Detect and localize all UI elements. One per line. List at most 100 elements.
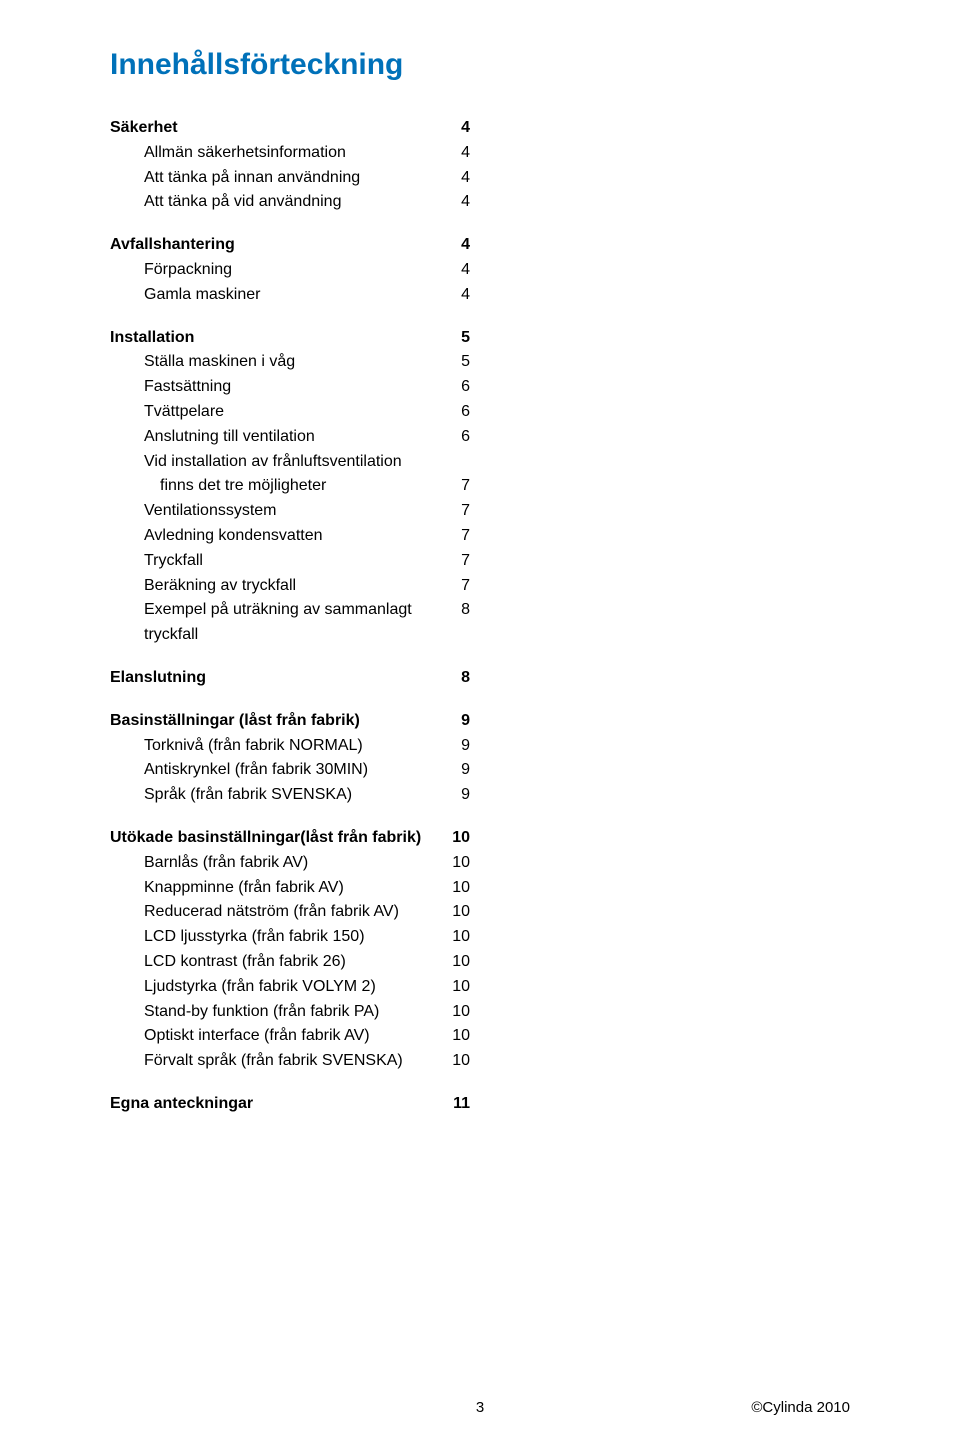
- toc-item: Anslutning till ventilation6: [110, 425, 470, 450]
- toc-item-page: 5: [446, 350, 470, 375]
- toc-item-label: Fastsättning: [110, 375, 446, 400]
- toc-item: LCD ljusstyrka (från fabrik 150)10: [110, 925, 470, 950]
- toc-item: Fastsättning6: [110, 375, 470, 400]
- toc-item: Tvättpelare6: [110, 400, 470, 425]
- toc-items: Torknivå (från fabrik NORMAL)9 Antiskryn…: [110, 734, 470, 808]
- toc-item-label: Ventilationssystem: [110, 499, 446, 524]
- toc-item-page: 10: [446, 1024, 470, 1049]
- toc-item: Språk (från fabrik SVENSKA)9: [110, 783, 470, 808]
- toc-item: Gamla maskiner4: [110, 283, 470, 308]
- toc-item-label: Exempel på uträkning av sammanlagt tryck…: [110, 598, 446, 648]
- toc-item-label: Reducerad nätström (från fabrik AV): [110, 900, 446, 925]
- toc-item-page: 4: [446, 190, 470, 215]
- toc-item-page: 7: [446, 549, 470, 574]
- toc-item-page: 10: [446, 925, 470, 950]
- toc-heading-page: 10: [446, 826, 470, 851]
- toc-items: Allmän säkerhetsinformation4 Att tänka p…: [110, 141, 470, 215]
- toc-section: Egna anteckningar 11: [110, 1092, 470, 1117]
- toc-section: Basinställningar (låst från fabrik) 9 To…: [110, 709, 470, 808]
- toc-item: Exempel på uträkning av sammanlagt tryck…: [110, 598, 470, 648]
- toc-item-page: 4: [446, 258, 470, 283]
- toc-item-label: Förpackning: [110, 258, 446, 283]
- toc-item-label: Förvalt språk (från fabrik SVENSKA): [110, 1049, 446, 1074]
- toc-item: Tryckfall7: [110, 549, 470, 574]
- toc-item-page: 7: [446, 499, 470, 524]
- toc-item-label: LCD ljusstyrka (från fabrik 150): [110, 925, 446, 950]
- toc-item-label: Allmän säkerhetsinformation: [110, 141, 446, 166]
- toc-heading-page: 4: [446, 233, 470, 258]
- toc-item-page: 7: [446, 524, 470, 549]
- toc-item-page: 7: [446, 474, 470, 499]
- toc-item: Förpackning4: [110, 258, 470, 283]
- toc-item-page: 4: [446, 141, 470, 166]
- toc-item-page: 10: [446, 950, 470, 975]
- toc-item-page: 4: [446, 166, 470, 191]
- toc-item: Stand-by funktion (från fabrik PA)10: [110, 1000, 470, 1025]
- toc-heading: Basinställningar (låst från fabrik) 9: [110, 709, 470, 734]
- toc-item: Barnlås (från fabrik AV)10: [110, 851, 470, 876]
- footer-page-number: 3: [476, 1399, 484, 1416]
- toc-heading-label: Utökade basinställningar(låst från fabri…: [110, 826, 446, 851]
- toc-item: Allmän säkerhetsinformation4: [110, 141, 470, 166]
- toc-heading-label: Säkerhet: [110, 116, 446, 141]
- page-title: Innehållsförteckning: [110, 48, 850, 82]
- toc-section: Säkerhet 4 Allmän säkerhetsinformation4 …: [110, 116, 470, 215]
- toc-item-page: 4: [446, 283, 470, 308]
- toc-heading-label: Elanslutning: [110, 666, 446, 691]
- toc-item: Vid installation av frånluftsventilation: [110, 450, 470, 475]
- toc-heading-page: 9: [446, 709, 470, 734]
- toc-item-label: Beräkning av tryckfall: [110, 574, 446, 599]
- toc-item: Torknivå (från fabrik NORMAL)9: [110, 734, 470, 759]
- toc-item: Reducerad nätström (från fabrik AV)10: [110, 900, 470, 925]
- toc-section: Installation 5 Ställa maskinen i våg5 Fa…: [110, 326, 470, 648]
- toc-item: Knappminne (från fabrik AV)10: [110, 876, 470, 901]
- toc-items: Förpackning4 Gamla maskiner4: [110, 258, 470, 308]
- toc-item: Avledning kondensvatten7: [110, 524, 470, 549]
- toc-item: Att tänka på vid användning4: [110, 190, 470, 215]
- toc-item-label: Att tänka på innan användning: [110, 166, 446, 191]
- toc-item-page: 9: [446, 783, 470, 808]
- toc-items: Barnlås (från fabrik AV)10 Knappminne (f…: [110, 851, 470, 1074]
- toc-item-label: Tvättpelare: [110, 400, 446, 425]
- toc-item-label: Vid installation av frånluftsventilation: [110, 450, 446, 475]
- toc-heading: Installation 5: [110, 326, 470, 351]
- toc-item: Ljudstyrka (från fabrik VOLYM 2)10: [110, 975, 470, 1000]
- toc-item-page: 6: [446, 425, 470, 450]
- toc-item-label: Knappminne (från fabrik AV): [110, 876, 446, 901]
- toc-heading-page: 4: [446, 116, 470, 141]
- toc-item-page: 10: [446, 1000, 470, 1025]
- toc-item-label: Att tänka på vid användning: [110, 190, 446, 215]
- toc-item-label: Optiskt interface (från fabrik AV): [110, 1024, 446, 1049]
- toc-item: Beräkning av tryckfall7: [110, 574, 470, 599]
- toc-item-label: Avledning kondensvatten: [110, 524, 446, 549]
- toc-item: Ställa maskinen i våg5: [110, 350, 470, 375]
- toc-item: Optiskt interface (från fabrik AV)10: [110, 1024, 470, 1049]
- toc-heading-page: 5: [446, 326, 470, 351]
- toc-item-page: 10: [446, 851, 470, 876]
- toc-item-page: 9: [446, 758, 470, 783]
- toc-heading: Elanslutning 8: [110, 666, 470, 691]
- toc-item-page: 10: [446, 1049, 470, 1074]
- toc-item: Förvalt språk (från fabrik SVENSKA)10: [110, 1049, 470, 1074]
- toc-section: Elanslutning 8: [110, 666, 470, 691]
- toc-heading: Avfallshantering 4: [110, 233, 470, 258]
- toc-heading-page: 8: [446, 666, 470, 691]
- toc-item-page: 6: [446, 400, 470, 425]
- toc-item-label: Barnlås (från fabrik AV): [110, 851, 446, 876]
- toc-item: Antiskrynkel (från fabrik 30MIN)9: [110, 758, 470, 783]
- toc-item-page: 10: [446, 975, 470, 1000]
- toc-section: Utökade basinställningar(låst från fabri…: [110, 826, 470, 1074]
- toc-heading: Säkerhet 4: [110, 116, 470, 141]
- toc-item-label: Ställa maskinen i våg: [110, 350, 446, 375]
- toc-item-label: LCD kontrast (från fabrik 26): [110, 950, 446, 975]
- toc-heading-label: Avfallshantering: [110, 233, 446, 258]
- toc-item-page: 10: [446, 900, 470, 925]
- toc-item-label: Torknivå (från fabrik NORMAL): [110, 734, 446, 759]
- toc-item-label: Stand-by funktion (från fabrik PA): [110, 1000, 446, 1025]
- toc-item-page: 6: [446, 375, 470, 400]
- toc-item-page: 8: [446, 598, 470, 623]
- toc-item-page: 10: [446, 876, 470, 901]
- toc-item: Att tänka på innan användning4: [110, 166, 470, 191]
- toc-item-label: finns det tre möjligheter: [110, 474, 446, 499]
- toc-section: Avfallshantering 4 Förpackning4 Gamla ma…: [110, 233, 470, 307]
